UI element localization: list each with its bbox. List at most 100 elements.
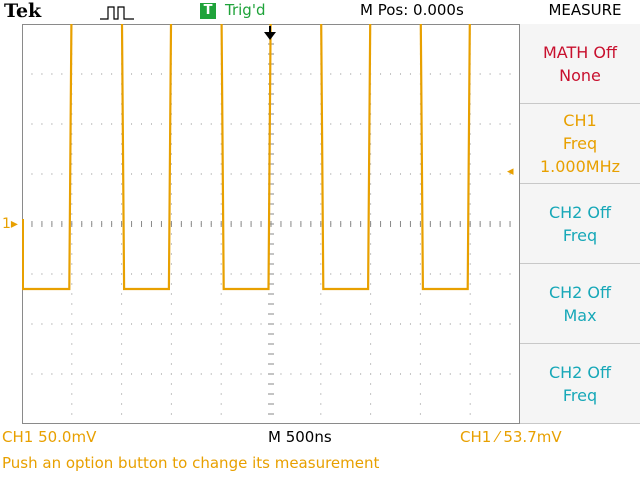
- grid-dot: [399, 123, 401, 125]
- grid-dot: [469, 313, 471, 315]
- grid-dot: [300, 273, 302, 275]
- grid-dot: [220, 313, 222, 315]
- grid-dot: [22, 123, 23, 125]
- grid-dot: [360, 73, 362, 75]
- grid-dot: [150, 323, 152, 325]
- grid-dot: [280, 373, 282, 375]
- grid-dot: [170, 123, 172, 125]
- grid-dot: [230, 323, 232, 325]
- grid-dot: [390, 73, 392, 75]
- grid-dot: [489, 373, 491, 375]
- grid-dot: [469, 143, 471, 145]
- grid-dot: [170, 323, 172, 325]
- grid-dot: [419, 233, 421, 235]
- grid-dot: [320, 143, 322, 145]
- menu-option-math[interactable]: MATH Off None: [520, 24, 640, 104]
- grid-dot: [141, 173, 143, 175]
- grid-dot: [429, 273, 431, 275]
- grid-dot: [220, 373, 222, 375]
- menu-option-ch2-freq-2[interactable]: CH2 Off Freq: [520, 344, 640, 424]
- grid-dot: [121, 173, 123, 175]
- grid-dot: [419, 243, 421, 245]
- grid-dot: [121, 253, 123, 255]
- grid-dot: [81, 73, 83, 75]
- menu-option-ch2-max[interactable]: CH2 Off Max: [520, 264, 640, 344]
- grid-dot: [370, 143, 372, 145]
- grid-dot: [509, 323, 511, 325]
- grid-dot: [220, 163, 222, 165]
- menu-option-line: CH2 Off: [548, 202, 612, 222]
- grid-dot: [260, 123, 262, 125]
- grid-dot: [360, 373, 362, 375]
- grid-dot: [220, 303, 222, 305]
- grid-dot: [71, 293, 73, 295]
- grid-dot: [121, 163, 123, 165]
- grid-dot: [121, 203, 123, 205]
- grid-dot: [41, 173, 43, 175]
- grid-dot: [300, 323, 302, 325]
- grid-dot: [320, 323, 322, 325]
- grid-dot: [170, 183, 172, 185]
- grid-dot: [399, 73, 401, 75]
- grid-dot: [419, 303, 421, 305]
- grid-dot: [370, 203, 372, 205]
- grid-dot: [360, 123, 362, 125]
- grid-dot: [320, 373, 322, 375]
- grid-dot: [31, 323, 33, 325]
- grid-dot: [71, 423, 73, 424]
- grid-dot: [419, 353, 421, 355]
- trigger-level-readout: CH1 ⁄ 53.7mV: [460, 428, 562, 446]
- grid-dot: [370, 413, 372, 415]
- grid-dot: [121, 183, 123, 185]
- grid-dot: [81, 273, 83, 275]
- menu-option-ch2-freq[interactable]: CH2 Off Freq: [520, 184, 640, 264]
- grid-dot: [121, 133, 123, 135]
- grid-dot: [489, 73, 491, 75]
- grid-dot: [509, 123, 511, 125]
- grid-dot: [200, 323, 202, 325]
- grid-dot: [121, 353, 123, 355]
- grid-dot: [71, 353, 73, 355]
- grid-dot: [111, 273, 113, 275]
- grid-dot: [220, 403, 222, 405]
- grid-dot: [230, 173, 232, 175]
- grid-dot: [220, 323, 222, 325]
- grid-dot: [320, 193, 322, 195]
- grid-dot: [111, 173, 113, 175]
- grid-dot: [380, 73, 382, 75]
- grid-dot: [200, 73, 202, 75]
- grid-dot: [170, 163, 172, 165]
- grid-dot: [320, 293, 322, 295]
- grid-dot: [429, 373, 431, 375]
- grid-dot: [160, 323, 162, 325]
- grid-dot: [370, 373, 372, 375]
- grid-dot: [71, 363, 73, 365]
- grid-dot: [469, 373, 471, 375]
- grid-dot: [230, 373, 232, 375]
- grid-dot: [479, 73, 481, 75]
- grid-dot: [240, 373, 242, 375]
- grid-dot: [190, 323, 192, 325]
- grid-dot: [320, 233, 322, 235]
- grid-dot: [479, 173, 481, 175]
- grid-dot: [170, 293, 172, 295]
- grid-dot: [220, 183, 222, 185]
- grid-dot: [380, 123, 382, 125]
- grid-dot: [370, 333, 372, 335]
- grid-dot: [509, 173, 511, 175]
- horizontal-position: M Pos: 0.000s: [360, 1, 464, 19]
- grid-dot: [71, 393, 73, 395]
- grid-dot: [121, 273, 123, 275]
- grid-dot: [469, 293, 471, 295]
- grid-dot: [180, 173, 182, 175]
- grid-dot: [290, 123, 292, 125]
- grid-dot: [121, 363, 123, 365]
- grid-dot: [469, 193, 471, 195]
- menu-option-ch1-freq[interactable]: CH1 Freq 1.000MHz: [520, 104, 640, 184]
- grid-dot: [419, 373, 421, 375]
- grid-dot: [71, 213, 73, 215]
- grid-dot: [240, 323, 242, 325]
- grid-dot: [320, 383, 322, 385]
- grid-dot: [22, 73, 23, 75]
- grid-dot: [320, 123, 322, 125]
